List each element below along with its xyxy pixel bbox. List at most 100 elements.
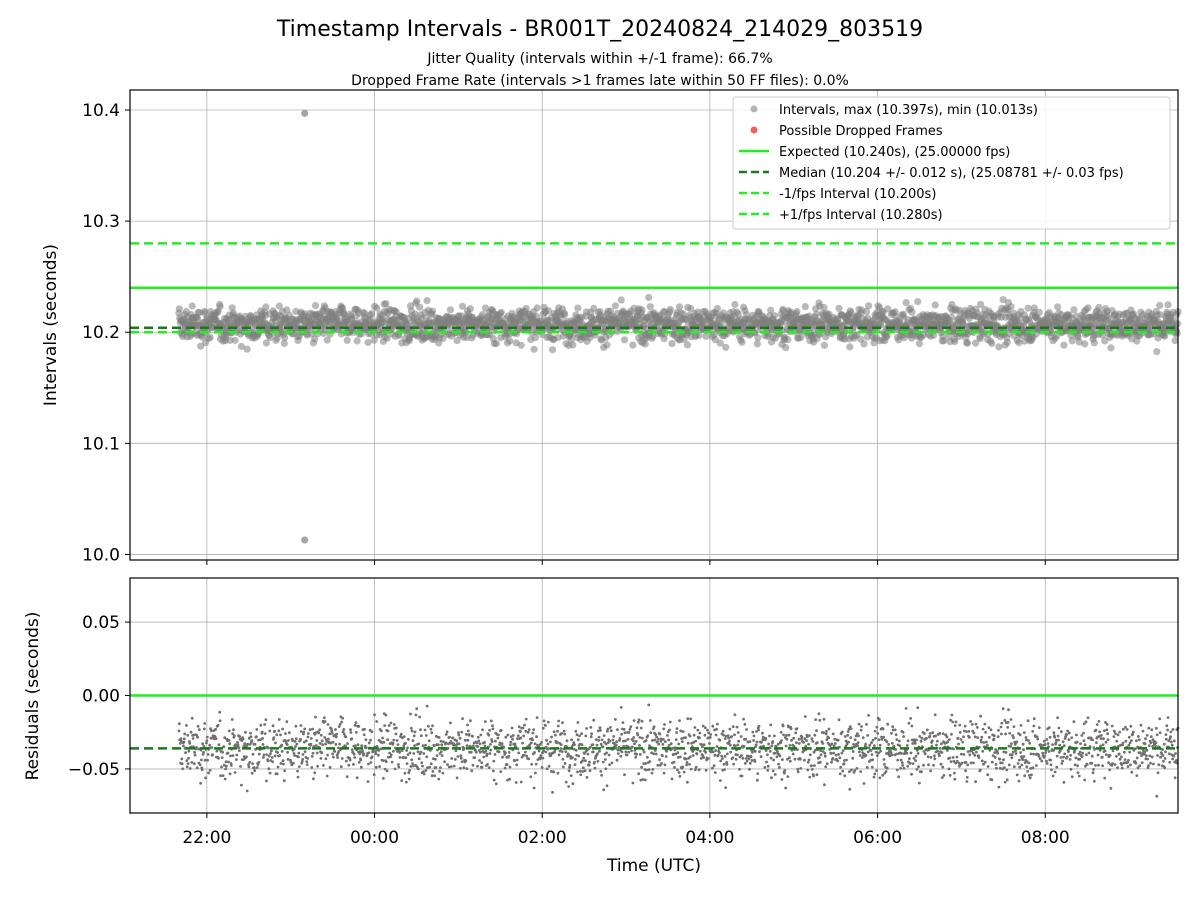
residual-point bbox=[439, 750, 443, 754]
residual-point bbox=[669, 742, 673, 746]
interval-point bbox=[1035, 308, 1043, 316]
residual-point bbox=[383, 724, 386, 727]
residual-point bbox=[950, 713, 954, 717]
residual-point bbox=[364, 746, 368, 750]
residual-point bbox=[668, 728, 671, 732]
residual-point bbox=[741, 756, 745, 760]
residual-point bbox=[1083, 778, 1087, 782]
legend-label-dropped: Possible Dropped Frames bbox=[779, 124, 943, 139]
residual-point bbox=[286, 758, 290, 761]
residual-point bbox=[299, 724, 303, 727]
residual-point bbox=[572, 747, 576, 751]
residual-point bbox=[895, 752, 898, 756]
residual-point bbox=[614, 718, 617, 721]
residual-point bbox=[810, 768, 814, 771]
residual-point bbox=[199, 781, 203, 785]
residual-point bbox=[833, 737, 837, 741]
residual-point bbox=[322, 764, 325, 767]
residual-point bbox=[1043, 754, 1047, 758]
residual-point bbox=[724, 786, 728, 789]
interval-point bbox=[453, 337, 461, 345]
residual-point bbox=[263, 732, 267, 735]
residual-point bbox=[650, 771, 654, 775]
residual-point bbox=[1095, 741, 1098, 744]
residual-point bbox=[362, 752, 366, 755]
residual-point bbox=[818, 756, 821, 760]
residual-point bbox=[751, 730, 755, 734]
residual-point bbox=[1163, 757, 1167, 760]
residual-point bbox=[200, 758, 203, 762]
residual-point bbox=[370, 730, 374, 734]
residual-point bbox=[426, 766, 429, 770]
residual-point bbox=[911, 762, 915, 765]
residual-point bbox=[664, 755, 668, 758]
residual-point bbox=[973, 735, 977, 739]
residual-point bbox=[1020, 763, 1024, 767]
residual-point bbox=[1019, 724, 1023, 727]
residuals-panel: 22:00 00:00 02:00 04:00 06:00 08:000.050.00−0… bbox=[23, 577, 1180, 876]
residual-point bbox=[287, 731, 291, 735]
residual-point bbox=[437, 743, 440, 747]
residual-point bbox=[1070, 775, 1074, 779]
residual-point bbox=[1016, 762, 1020, 765]
residual-point bbox=[773, 734, 776, 738]
residual-point bbox=[865, 766, 869, 769]
residual-point bbox=[586, 752, 590, 756]
residual-point bbox=[766, 764, 770, 768]
residual-point bbox=[1143, 750, 1147, 754]
residual-point bbox=[180, 762, 184, 766]
residual-point bbox=[1040, 759, 1044, 763]
residual-point bbox=[989, 728, 993, 732]
residual-point bbox=[1102, 729, 1106, 733]
residual-point bbox=[1135, 756, 1139, 760]
residual-point bbox=[847, 727, 851, 731]
residual-point bbox=[1146, 757, 1149, 761]
residual-point bbox=[721, 729, 725, 733]
residual-point bbox=[418, 715, 421, 719]
residual-point bbox=[1154, 741, 1158, 745]
residual-point bbox=[787, 725, 790, 729]
residual-point bbox=[404, 756, 408, 760]
interval-point bbox=[1084, 304, 1092, 312]
residual-point bbox=[916, 706, 920, 710]
residual-point bbox=[753, 760, 757, 763]
residual-point bbox=[301, 758, 304, 761]
residual-point bbox=[997, 728, 1000, 732]
residual-point bbox=[817, 712, 821, 716]
residual-point bbox=[970, 749, 974, 752]
residual-point bbox=[704, 768, 708, 772]
interval-point bbox=[683, 341, 692, 349]
residual-point bbox=[1045, 762, 1049, 765]
residual-point bbox=[945, 749, 949, 752]
residual-point bbox=[315, 739, 319, 742]
residual-point bbox=[182, 744, 185, 748]
residual-point bbox=[999, 725, 1003, 729]
residual-point bbox=[341, 716, 344, 720]
residual-point bbox=[853, 769, 857, 772]
residual-point bbox=[1095, 723, 1099, 726]
residual-point bbox=[564, 750, 568, 754]
interval-point bbox=[1054, 303, 1062, 311]
residual-point bbox=[506, 778, 509, 782]
residual-point bbox=[1074, 756, 1078, 760]
residual-point bbox=[408, 769, 411, 772]
residual-point bbox=[729, 750, 733, 754]
residual-point bbox=[251, 762, 255, 765]
interval-point bbox=[492, 340, 500, 348]
x-tick-label: 08:00 bbox=[1021, 828, 1070, 848]
residual-point bbox=[1168, 760, 1172, 764]
residual-point bbox=[642, 750, 646, 754]
residual-point bbox=[601, 745, 605, 749]
residual-point bbox=[582, 756, 586, 760]
interval-point bbox=[865, 302, 873, 310]
residual-point bbox=[1094, 764, 1097, 767]
residual-point bbox=[678, 755, 682, 759]
residual-point bbox=[709, 733, 713, 736]
residual-point bbox=[320, 751, 324, 755]
residual-point bbox=[636, 733, 640, 737]
residual-point bbox=[230, 764, 233, 767]
interval-point bbox=[963, 339, 971, 347]
residual-point bbox=[449, 765, 453, 768]
residual-point bbox=[738, 767, 741, 771]
residual-point bbox=[402, 735, 406, 738]
